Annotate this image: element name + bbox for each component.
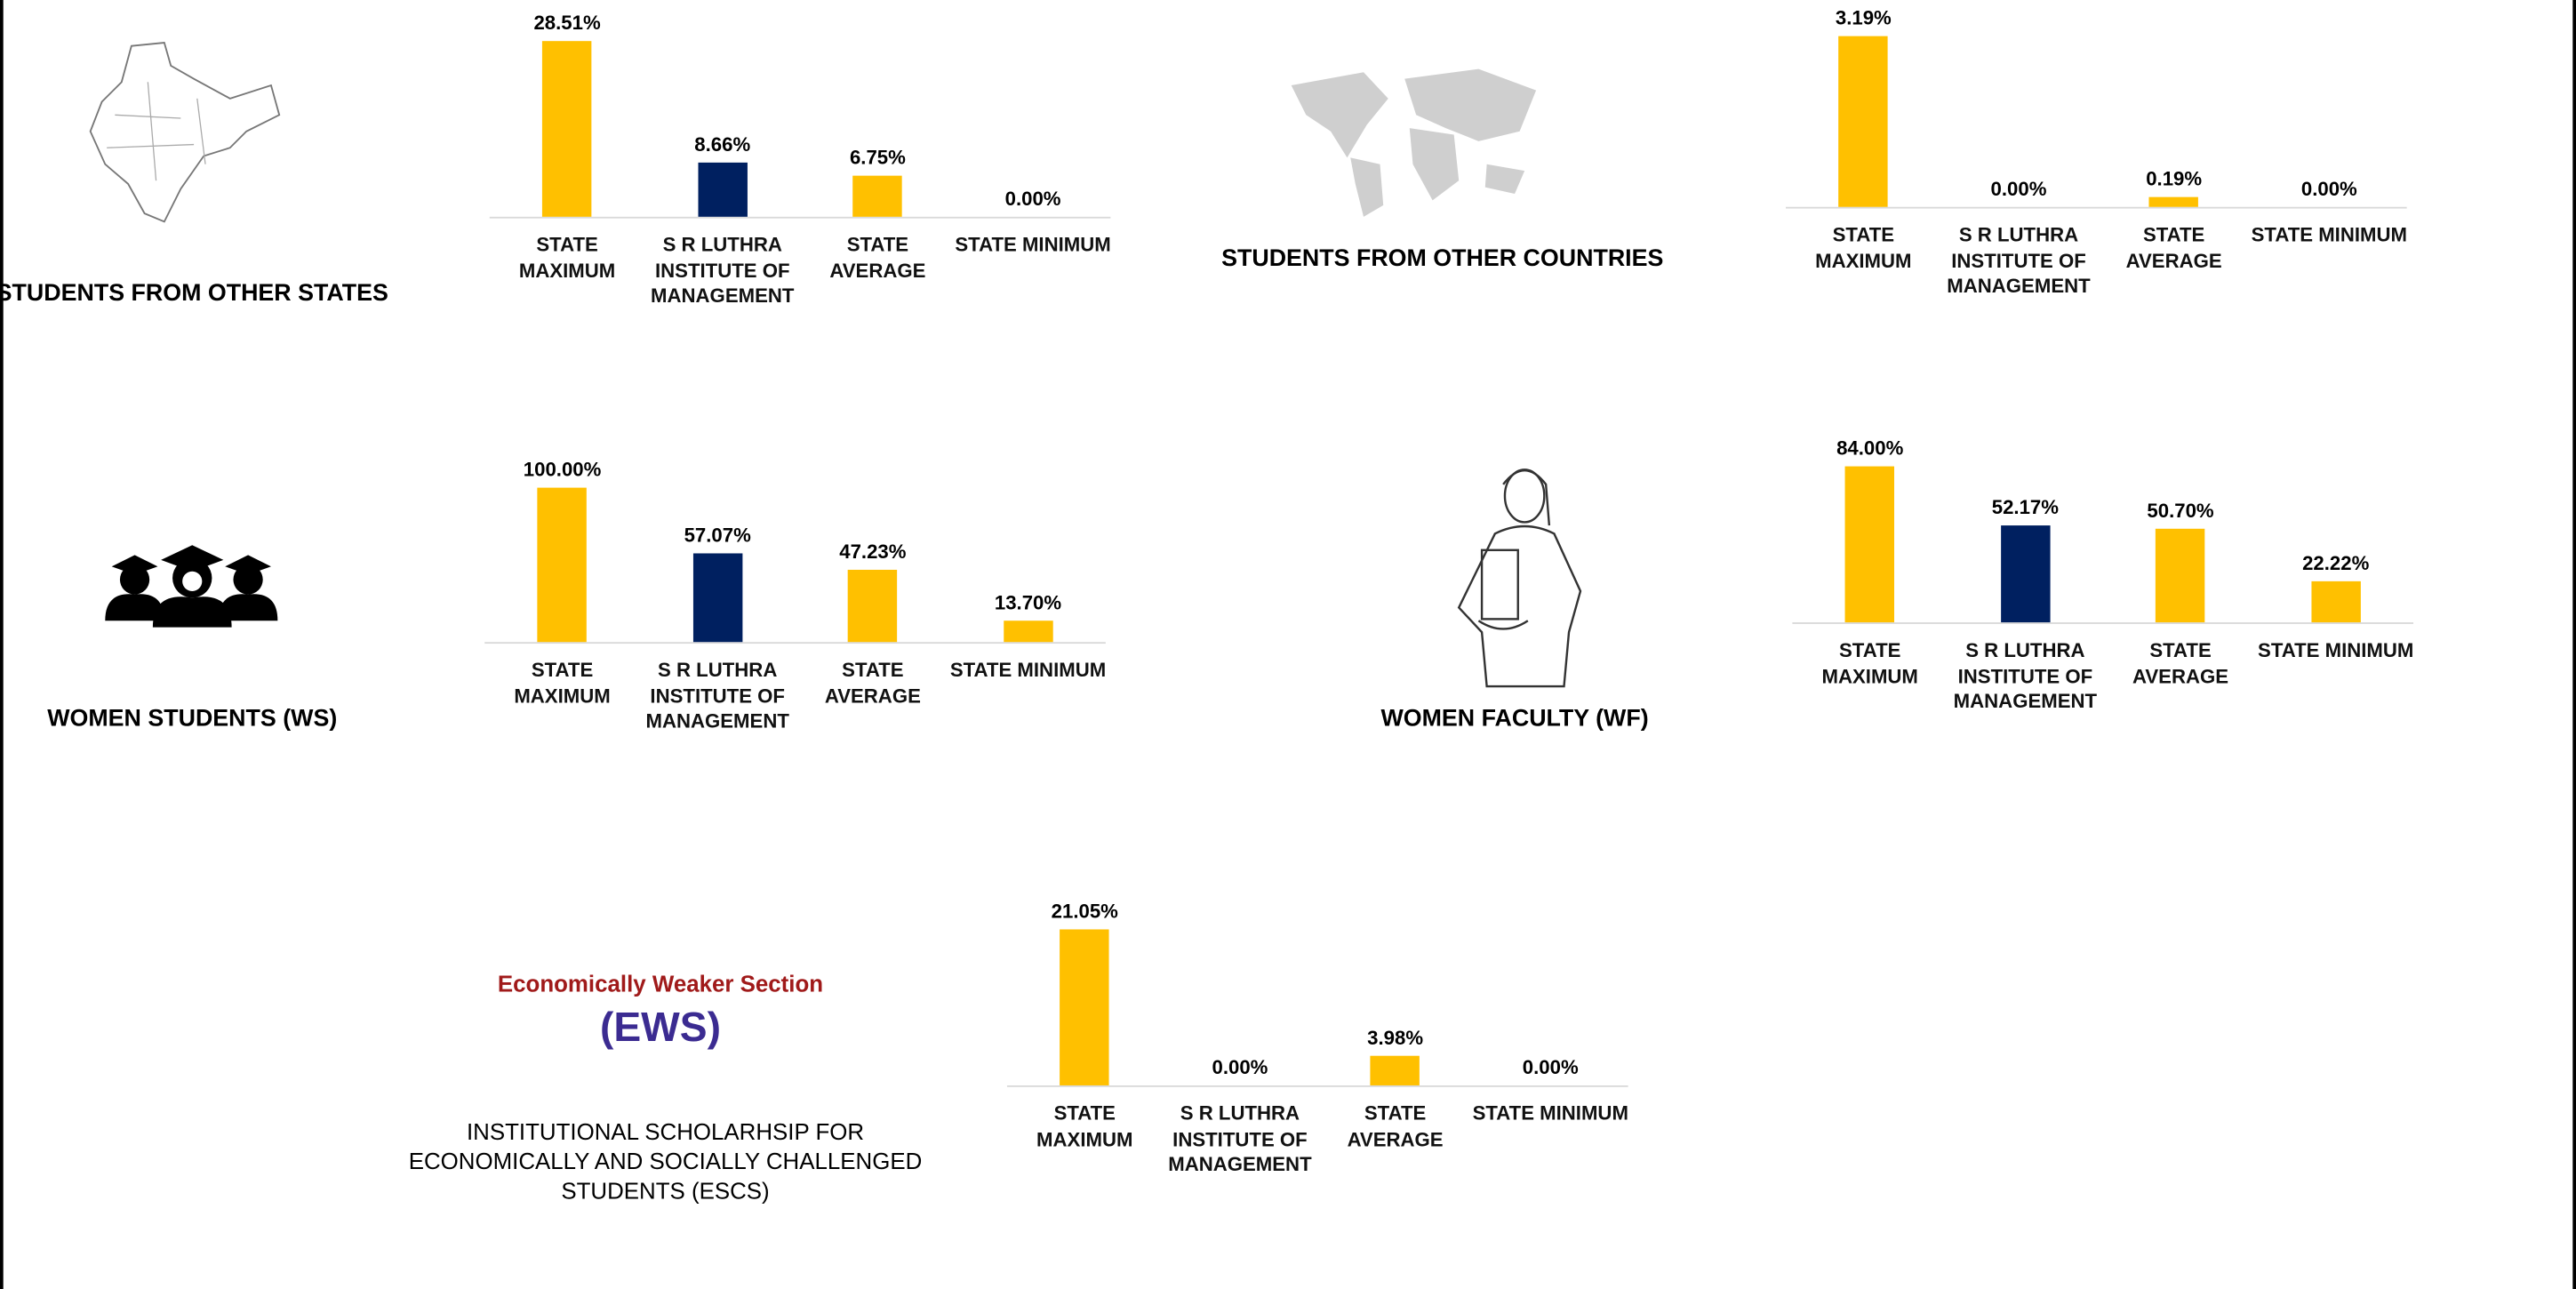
chart-title: WOMEN FACULTY (WF)	[1380, 706, 1649, 733]
bar	[852, 175, 903, 217]
axis-line	[484, 642, 1106, 644]
women-students-icon	[105, 545, 278, 628]
world-map	[1291, 68, 1537, 217]
category-label: STATE MAXIMUM	[1036, 1101, 1133, 1150]
category-label: STATE MINIMUM	[1472, 1101, 1628, 1125]
category-label: S R LUTHRA INSTITUTE OF MANAGEMENT	[651, 233, 795, 308]
value-label: 100.00%	[523, 458, 602, 482]
value-label: 3.98%	[1367, 1026, 1424, 1050]
bar	[2310, 580, 2361, 623]
axis-line	[1786, 206, 2407, 209]
ews-logo-line1: Economically Weaker Section	[497, 970, 824, 997]
bar	[542, 41, 592, 217]
value-label: 52.17%	[1991, 495, 2059, 519]
value-label: 6.75%	[849, 145, 906, 169]
value-label: 47.23%	[839, 539, 907, 563]
category-label: S R LUTHRA INSTITUTE OF MANAGEMENT	[1947, 223, 2091, 298]
value-label: 0.00%	[1990, 177, 2047, 201]
category-label: STATE MAXIMUM	[1815, 223, 1912, 272]
value-label: 0.00%	[1522, 1055, 1579, 1079]
chart-title: WOMEN STUDENTS (WS)	[47, 706, 338, 733]
value-label: 21.05%	[1051, 900, 1118, 924]
bar	[2000, 525, 2051, 623]
axis-line	[1792, 622, 2414, 624]
category-label: STATE MINIMUM	[949, 658, 1107, 682]
value-label: 3.19%	[1835, 6, 1892, 30]
category-label: S R LUTHRA INSTITUTE OF MANAGEMENT	[1168, 1101, 1312, 1176]
india-map-borders	[107, 82, 206, 181]
bar	[1060, 929, 1110, 1085]
axis-line	[1006, 1085, 1628, 1087]
value-label: 84.00%	[1836, 436, 1904, 460]
category-label: STATE MINIMUM	[955, 233, 1111, 257]
chart-title: INSTITUTIONAL SCHOLARHSIP FOR ECONOMICAL…	[408, 1117, 923, 1204]
bar	[2148, 196, 2199, 207]
women-faculty-icon	[1457, 468, 1582, 688]
bar	[692, 554, 742, 643]
category-label: STATE MINIMUM	[2258, 638, 2414, 662]
category-label: S R LUTHRA INSTITUTE OF MANAGEMENT	[645, 658, 789, 733]
bar	[537, 487, 588, 643]
chart-title: STUDENTS FROM OTHER STATES	[0, 280, 388, 308]
value-label: 0.00%	[2300, 177, 2357, 201]
value-label: 57.07%	[684, 524, 751, 548]
bar	[2156, 528, 2205, 623]
chart-title: STUDENTS FROM OTHER COUNTRIES	[1221, 246, 1664, 273]
value-label: 0.19%	[2146, 167, 2203, 190]
value-label: 13.70%	[994, 591, 1062, 615]
value-label: 0.00%	[1004, 187, 1061, 211]
category-label: STATE AVERAGE	[829, 233, 926, 282]
category-label: STATE MAXIMUM	[1821, 638, 1918, 688]
bar	[848, 569, 898, 643]
value-label: 50.70%	[2147, 498, 2214, 522]
value-label: 22.22%	[2302, 551, 2370, 575]
value-label: 8.66%	[694, 133, 751, 157]
axis-line	[489, 216, 1111, 219]
bar	[698, 163, 748, 217]
category-label: STATE MAXIMUM	[518, 233, 616, 282]
category-label: STATE MAXIMUM	[514, 658, 611, 708]
category-label: STATE AVERAGE	[1347, 1101, 1444, 1150]
bar	[1845, 466, 1895, 623]
ews-logo-line2: (EWS)	[599, 1005, 721, 1052]
category-label: STATE AVERAGE	[2132, 638, 2229, 688]
category-label: STATE AVERAGE	[2125, 223, 2222, 272]
category-label: STATE AVERAGE	[824, 658, 921, 708]
india-map	[89, 42, 281, 223]
bar	[1003, 620, 1053, 643]
category-label: S R LUTHRA INSTITUTE OF MANAGEMENT	[1953, 638, 2098, 713]
category-label: STATE MINIMUM	[2251, 223, 2407, 247]
bar	[1838, 36, 1889, 207]
value-label: 0.00%	[1212, 1055, 1268, 1079]
bar	[1370, 1055, 1420, 1085]
value-label: 28.51%	[533, 11, 601, 35]
